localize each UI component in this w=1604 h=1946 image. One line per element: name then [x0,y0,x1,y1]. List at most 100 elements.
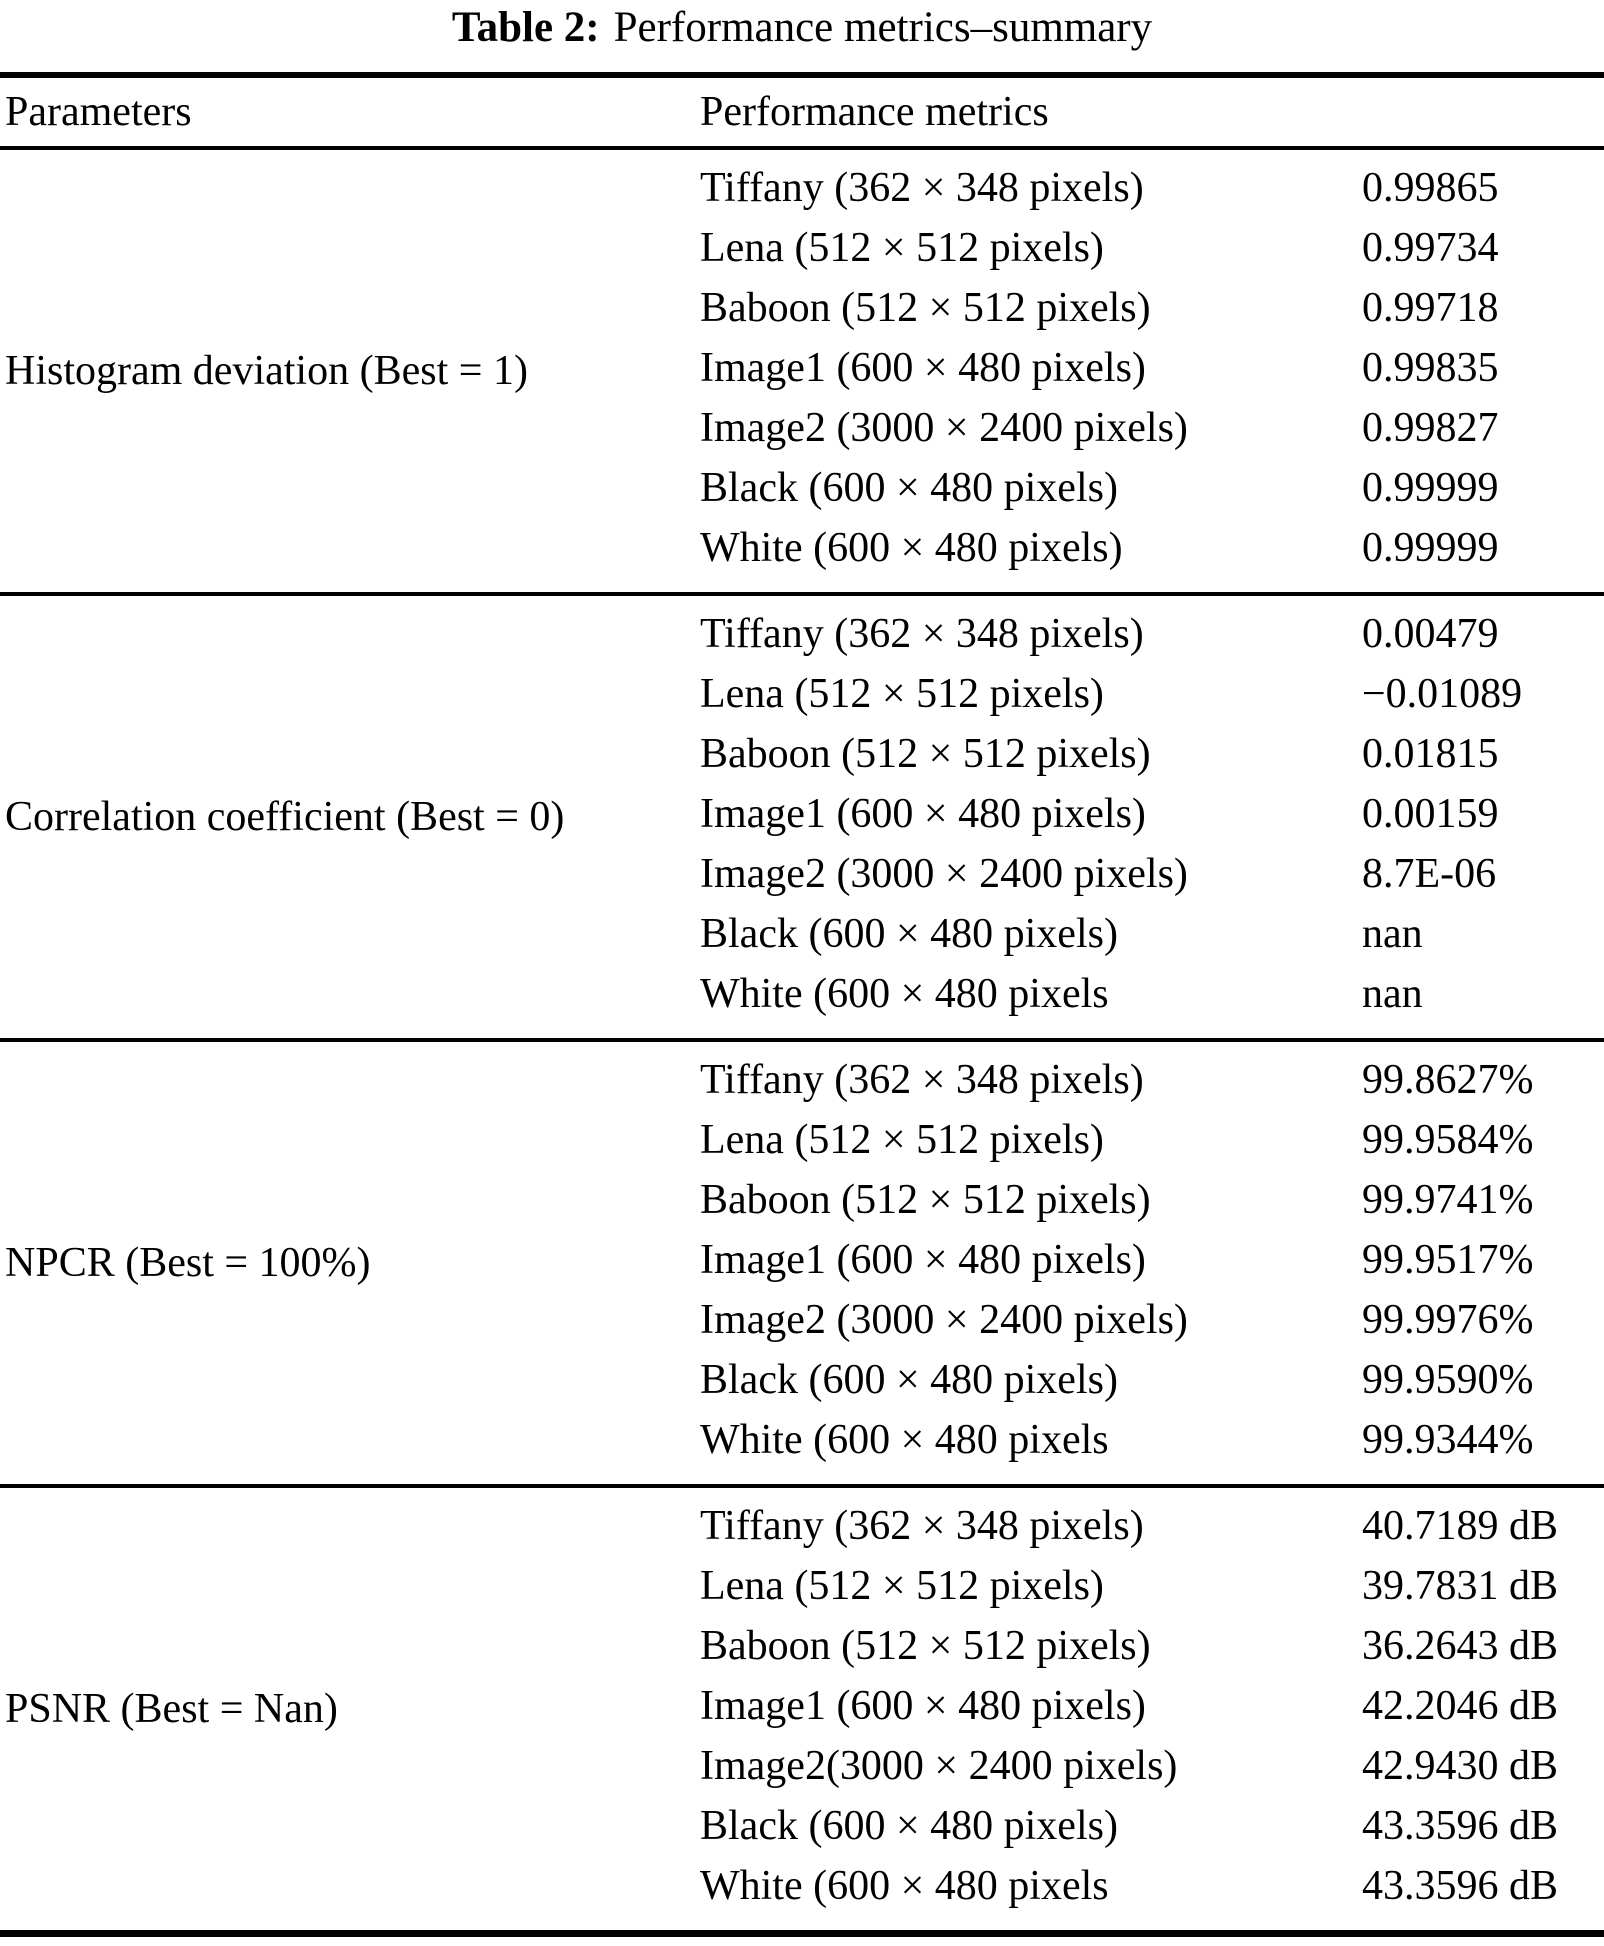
image-label: Tiffany (362 × 348 pixels) [700,1503,1144,1549]
image-label: Tiffany (362 × 348 pixels) [700,611,1144,657]
parameter-label: PSNR (Best = Nan) [5,1686,338,1732]
table-row: Image1 (600 × 480 pixels) 42.2046 dB [700,1676,1604,1736]
table-row: Tiffany (362 × 348 pixels) 99.8627% [700,1050,1604,1110]
metric-value: 43.3596 dB [1362,1803,1559,1849]
metric-value: 42.9430 dB [1362,1743,1559,1789]
metric-value: 43.3596 dB [1362,1863,1559,1909]
image-label: Image2 (3000 × 2400 pixels) [700,1297,1188,1343]
metric-value: 0.99718 [1362,285,1499,331]
image-label: Image1 (600 × 480 pixels) [700,791,1146,837]
metric-value: 0.99865 [1362,165,1499,211]
table-header-row: Parameters Performance metrics [0,78,1604,150]
table-caption: Table 2: Performance metrics–summary [0,0,1604,72]
table-row: Lena (512 × 512 pixels) −0.01089 [700,664,1604,724]
table-row: Lena (512 × 512 pixels) 0.99734 [700,218,1604,278]
image-label: White (600 × 480 pixels [700,971,1109,1017]
image-label: Black (600 × 480 pixels) [700,911,1118,957]
image-label: Image2(3000 × 2400 pixels) [700,1743,1178,1789]
metric-value: 39.7831 dB [1362,1563,1559,1609]
metric-value: 0.99734 [1362,225,1499,271]
metric-value: 99.9590% [1362,1357,1534,1403]
image-label: Baboon (512 × 512 pixels) [700,285,1151,331]
metric-value: 99.9741% [1362,1177,1534,1223]
metric-value: 99.9976% [1362,1297,1534,1343]
table-row: White (600 × 480 pixels 43.3596 dB [700,1856,1604,1916]
block-npcr: NPCR (Best = 100%) Tiffany (362 × 348 pi… [0,1038,1604,1484]
metric-value: 0.99999 [1362,525,1499,571]
table-row: Tiffany (362 × 348 pixels) 0.00479 [700,604,1604,664]
image-label: Baboon (512 × 512 pixels) [700,1623,1151,1669]
metric-value: −0.01089 [1362,671,1523,717]
column-header-performance-metrics: Performance metrics [700,89,1049,135]
image-label: Image1 (600 × 480 pixels) [700,1237,1146,1283]
metric-value: 0.01815 [1362,731,1499,777]
image-label: Image1 (600 × 480 pixels) [700,1683,1146,1729]
table-row: Baboon (512 × 512 pixels) 99.9741% [700,1170,1604,1230]
metric-value: 0.99999 [1362,465,1499,511]
table-row: Baboon (512 × 512 pixels) 36.2643 dB [700,1616,1604,1676]
table-row: Baboon (512 × 512 pixels) 0.99718 [700,278,1604,338]
table-row: Tiffany (362 × 348 pixels) 0.99865 [700,158,1604,218]
metric-value: 99.9584% [1362,1117,1534,1163]
metric-value: 40.7189 dB [1362,1503,1559,1549]
table-row: Image2(3000 × 2400 pixels) 42.9430 dB [700,1736,1604,1796]
table-row: Image1 (600 × 480 pixels) 0.00159 [700,784,1604,844]
metric-value: 36.2643 dB [1362,1623,1559,1669]
table-row: Black (600 × 480 pixels) 99.9590% [700,1350,1604,1410]
table-row: Image2 (3000 × 2400 pixels) 99.9976% [700,1290,1604,1350]
image-label: Image2 (3000 × 2400 pixels) [700,851,1188,897]
image-label: Lena (512 × 512 pixels) [700,671,1104,717]
parameter-label: Correlation coefficient (Best = 0) [5,794,565,840]
performance-metrics-table: Parameters Performance metrics Histogram… [0,72,1604,1937]
parameter-label: NPCR (Best = 100%) [5,1240,371,1286]
table-caption-number: Table 2: [451,4,600,51]
image-label: White (600 × 480 pixels [700,1863,1109,1909]
block-histogram-deviation: Histogram deviation (Best = 1) Tiffany (… [0,150,1604,592]
image-label: Lena (512 × 512 pixels) [700,1117,1104,1163]
metric-value: 8.7E-06 [1362,851,1497,897]
image-label: Baboon (512 × 512 pixels) [700,1177,1151,1223]
table-row: Baboon (512 × 512 pixels) 0.01815 [700,724,1604,784]
image-label: White (600 × 480 pixels [700,1417,1109,1463]
metric-value: nan [1362,971,1423,1017]
metric-value: 0.99835 [1362,345,1499,391]
image-label: Black (600 × 480 pixels) [700,465,1118,511]
metric-value: 0.99827 [1362,405,1499,451]
table-caption-text: Performance metrics–summary [613,4,1153,51]
table-row: White (600 × 480 pixels nan [700,964,1604,1024]
image-label: Tiffany (362 × 348 pixels) [700,165,1144,211]
metric-value: 0.00479 [1362,611,1499,657]
image-label: Lena (512 × 512 pixels) [700,1563,1104,1609]
image-label: White (600 × 480 pixels) [700,525,1123,571]
table-row: Lena (512 × 512 pixels) 99.9584% [700,1110,1604,1170]
image-label: Black (600 × 480 pixels) [700,1357,1118,1403]
metric-value: 99.9517% [1362,1237,1534,1283]
block-correlation-coefficient: Correlation coefficient (Best = 0) Tiffa… [0,592,1604,1038]
metric-value: 99.9344% [1362,1417,1534,1463]
parameter-label: Histogram deviation (Best = 1) [5,348,528,394]
table-row: White (600 × 480 pixels) 0.99999 [700,518,1604,578]
table-row: Black (600 × 480 pixels) nan [700,904,1604,964]
metric-value: 42.2046 dB [1362,1683,1559,1729]
block-psnr: PSNR (Best = Nan) Tiffany (362 × 348 pix… [0,1484,1604,1930]
image-label: Black (600 × 480 pixels) [700,1803,1118,1849]
table-row: Image1 (600 × 480 pixels) 99.9517% [700,1230,1604,1290]
table-row: Image2 (3000 × 2400 pixels) 0.99827 [700,398,1604,458]
image-label: Baboon (512 × 512 pixels) [700,731,1151,777]
metric-value: 99.8627% [1362,1057,1534,1103]
image-label: Image1 (600 × 480 pixels) [700,345,1146,391]
image-label: Image2 (3000 × 2400 pixels) [700,405,1188,451]
image-label: Tiffany (362 × 348 pixels) [700,1057,1144,1103]
table-row: Tiffany (362 × 348 pixels) 40.7189 dB [700,1496,1604,1556]
table-row: Black (600 × 480 pixels) 43.3596 dB [700,1796,1604,1856]
table-row: Image1 (600 × 480 pixels) 0.99835 [700,338,1604,398]
table-row: White (600 × 480 pixels 99.9344% [700,1410,1604,1470]
column-header-parameters: Parameters [5,89,192,135]
table-row: Black (600 × 480 pixels) 0.99999 [700,458,1604,518]
table-row: Lena (512 × 512 pixels) 39.7831 dB [700,1556,1604,1616]
image-label: Lena (512 × 512 pixels) [700,225,1104,271]
metric-value: nan [1362,911,1423,957]
metric-value: 0.00159 [1362,791,1499,837]
table-row: Image2 (3000 × 2400 pixels) 8.7E-06 [700,844,1604,904]
